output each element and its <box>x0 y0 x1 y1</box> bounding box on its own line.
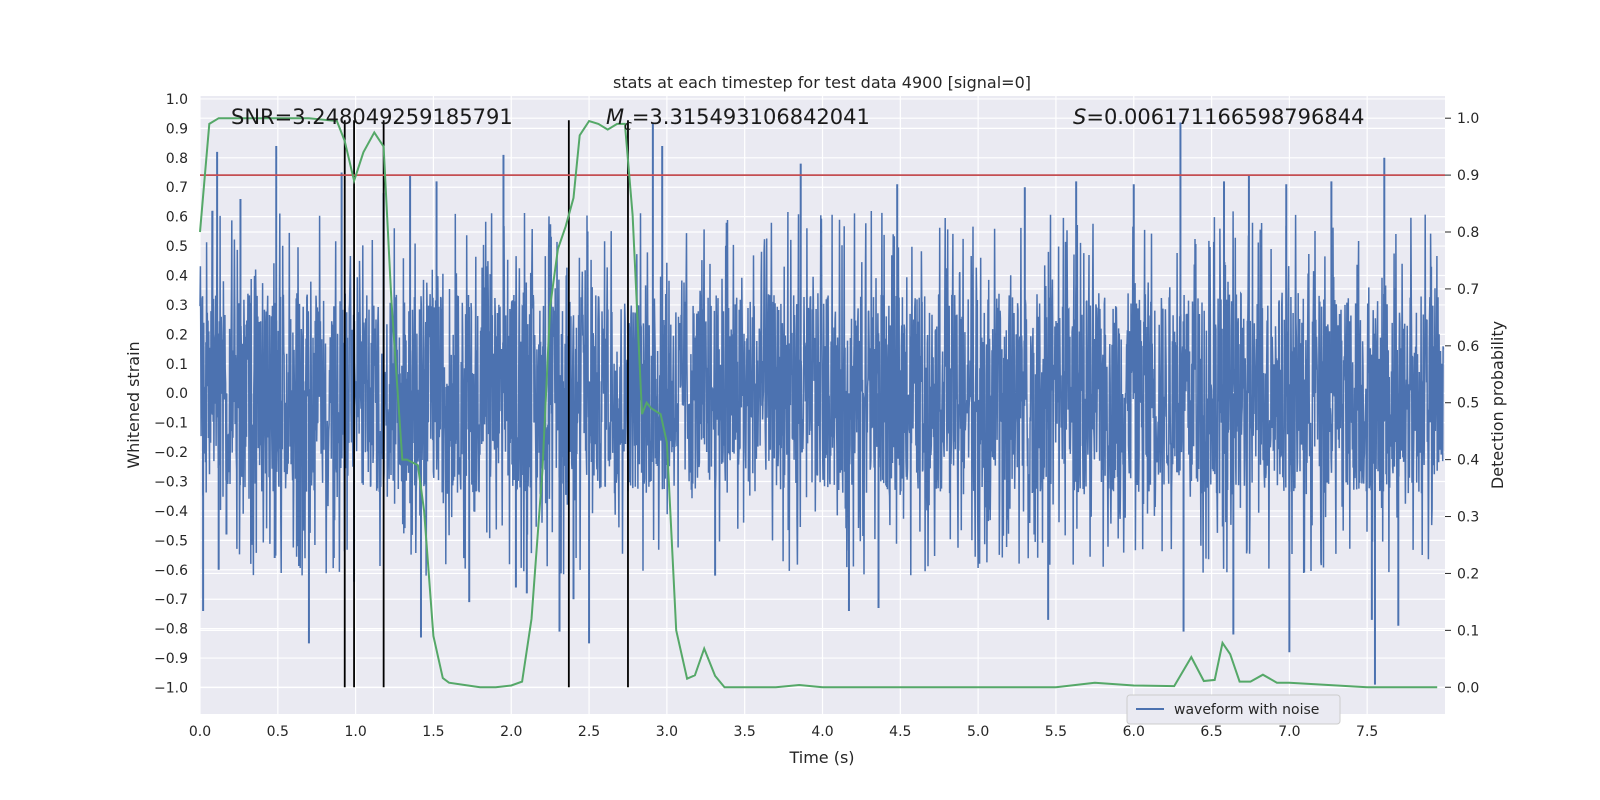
y-tick-label: −0.5 <box>154 533 188 549</box>
y2-tick-label: 0.8 <box>1457 225 1479 241</box>
y-tick-label: −1.0 <box>154 681 188 697</box>
s-symbol: S <box>1073 105 1086 129</box>
x-tick-label: 6.0 <box>1123 724 1145 740</box>
x-tick-label: 3.0 <box>656 724 678 740</box>
y-tick-label: 0.5 <box>166 239 188 255</box>
y-tick-label: 0.7 <box>166 180 188 196</box>
y-ticks: 1.0 0.9 0.8 0.7 0.6 0.5 0.4 0.3 0.2 0.1 0.0 −0.1 −0.… <box>154 92 188 697</box>
y-tick-label: 1.0 <box>166 92 188 108</box>
x-tick-label: 4.5 <box>889 724 911 740</box>
chart-title: stats at each timestep for test data 490… <box>613 73 1031 92</box>
x-tick-label: 0.0 <box>189 724 211 740</box>
x-tick-label: 7.5 <box>1356 724 1378 740</box>
x-tick-label: 2.5 <box>578 724 600 740</box>
y-axis-label: Whitened strain <box>124 341 143 468</box>
y-tick-label: 0.4 <box>166 269 188 285</box>
x-tick-label: 1.0 <box>344 724 366 740</box>
x-axis-label: Time (s) <box>788 748 854 767</box>
y2-tick-label: 0.2 <box>1457 566 1479 582</box>
y2-tick-label: 0.7 <box>1457 282 1479 298</box>
y2-tick-label: 0.6 <box>1457 339 1479 355</box>
y-tick-label: −0.1 <box>154 416 188 432</box>
chirp-mass-annotation: Mc=3.315493106842041 <box>606 105 870 134</box>
x-tick-label: 7.0 <box>1278 724 1300 740</box>
y-tick-label: 0.3 <box>166 298 188 314</box>
y-tick-label: −0.3 <box>154 475 188 491</box>
chirp-mass-symbol: M <box>606 105 624 129</box>
s-annotation: S=0.006171166598796844 <box>1073 105 1364 129</box>
legend: waveform with noise <box>1126 694 1341 725</box>
y-tick-label: −0.8 <box>154 622 188 638</box>
chirp-mass-value: =3.315493106842041 <box>632 105 870 129</box>
x-tick-label: 6.5 <box>1200 724 1222 740</box>
x-tick-label: 2.0 <box>500 724 522 740</box>
y-tick-label: −0.2 <box>154 445 188 461</box>
y2-tick-label: 0.4 <box>1457 453 1479 469</box>
y2-axis-label: Detection probability <box>1488 321 1507 489</box>
y2-tick-label: 0.3 <box>1457 510 1479 526</box>
legend-entry: waveform with noise <box>1174 702 1319 718</box>
chirp-mass-subscript: c <box>624 118 632 134</box>
x-tick-label: 5.5 <box>1045 724 1067 740</box>
y2-ticks: 1.0 0.9 0.8 0.7 0.6 0.5 0.4 0.3 0.2 0.1 0.0 <box>1445 111 1479 696</box>
y-tick-label: 0.0 <box>166 386 188 402</box>
y-tick-label: −0.4 <box>154 504 188 520</box>
y2-tick-label: 0.1 <box>1457 623 1479 639</box>
y-tick-label: 0.9 <box>166 121 188 137</box>
snr-annotation: SNR=3.248049259185791 <box>231 105 513 129</box>
y2-tick-label: 0.5 <box>1457 396 1479 412</box>
y-tick-label: 0.6 <box>166 210 188 226</box>
probability-line <box>199 117 1438 689</box>
s-value: =0.006171166598796844 <box>1086 105 1364 129</box>
y2-tick-label: 1.0 <box>1457 111 1479 127</box>
x-tick-label: 0.5 <box>267 724 289 740</box>
probability-series <box>199 117 1438 689</box>
y2-tick-label: 0.0 <box>1457 680 1479 696</box>
y-tick-label: −0.6 <box>154 563 188 579</box>
x-ticks: 0.0 0.5 1.0 1.5 2.0 2.5 3.0 3.5 4.0 4.5 5.0 5.5 6.0 6… <box>189 724 1378 740</box>
waveform-series <box>199 122 1445 685</box>
y-tick-label: −0.9 <box>154 651 188 667</box>
legend-box <box>1126 694 1341 725</box>
y-tick-label: 0.2 <box>166 327 188 343</box>
x-tick-label: 4.0 <box>811 724 833 740</box>
x-tick-label: 3.5 <box>734 724 756 740</box>
y-tick-label: 0.1 <box>166 357 188 373</box>
x-tick-label: 5.0 <box>967 724 989 740</box>
y-tick-label: 0.8 <box>166 151 188 167</box>
y2-tick-label: 0.9 <box>1457 168 1479 184</box>
x-tick-label: 1.5 <box>422 724 444 740</box>
y-tick-label: −0.7 <box>154 592 188 608</box>
waveform-line <box>199 210 1445 576</box>
